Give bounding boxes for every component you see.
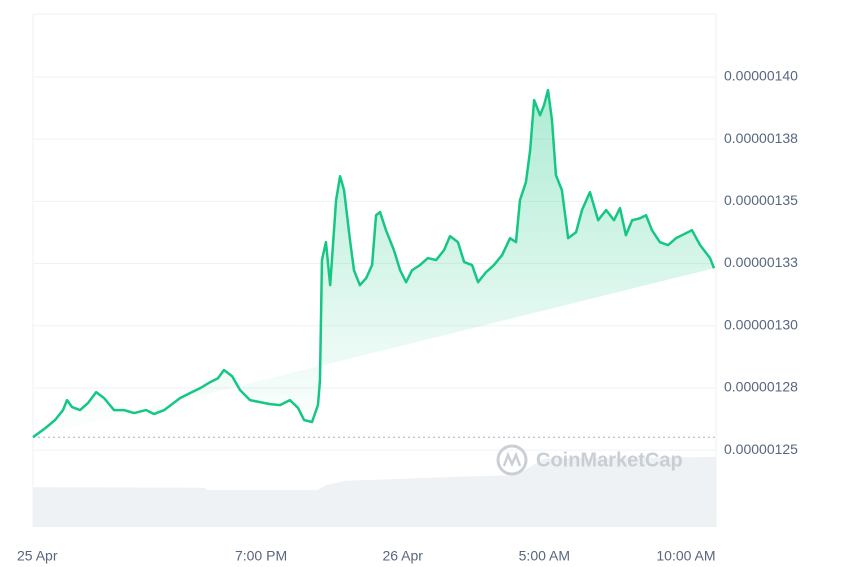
watermark-text: CoinMarketCap	[536, 449, 683, 471]
labels: 0.00000125 0.00000128 0.00000130 0.00000133…	[17, 68, 798, 564]
x-tick-label: 7:00 PM	[235, 548, 287, 564]
price-area	[33, 90, 715, 438]
y-tick-label: 0.00000128	[724, 379, 798, 395]
plot	[32, 88, 716, 439]
volume	[33, 457, 716, 527]
y-tick-label: 0.00000135	[724, 192, 798, 208]
watermark: CoinMarketCap	[496, 444, 683, 476]
x-tick-label: 26 Apr	[382, 548, 423, 564]
y-tick-label: 0.00000140	[724, 68, 798, 84]
x-tick-label: 5:00 AM	[519, 548, 570, 564]
watermark-logo-mark	[502, 451, 522, 468]
price-line	[32, 88, 716, 439]
volume-area	[33, 457, 716, 527]
watermark-logo	[496, 444, 528, 476]
x-tick-label: 25 Apr	[17, 548, 58, 564]
y-tick-label: 0.00000133	[724, 254, 798, 270]
y-tick-label: 0.00000125	[724, 441, 798, 457]
x-tick-label: 10:00 AM	[656, 548, 715, 564]
y-tick-label: 0.00000130	[724, 316, 798, 332]
y-tick-label: 0.00000138	[724, 130, 798, 146]
